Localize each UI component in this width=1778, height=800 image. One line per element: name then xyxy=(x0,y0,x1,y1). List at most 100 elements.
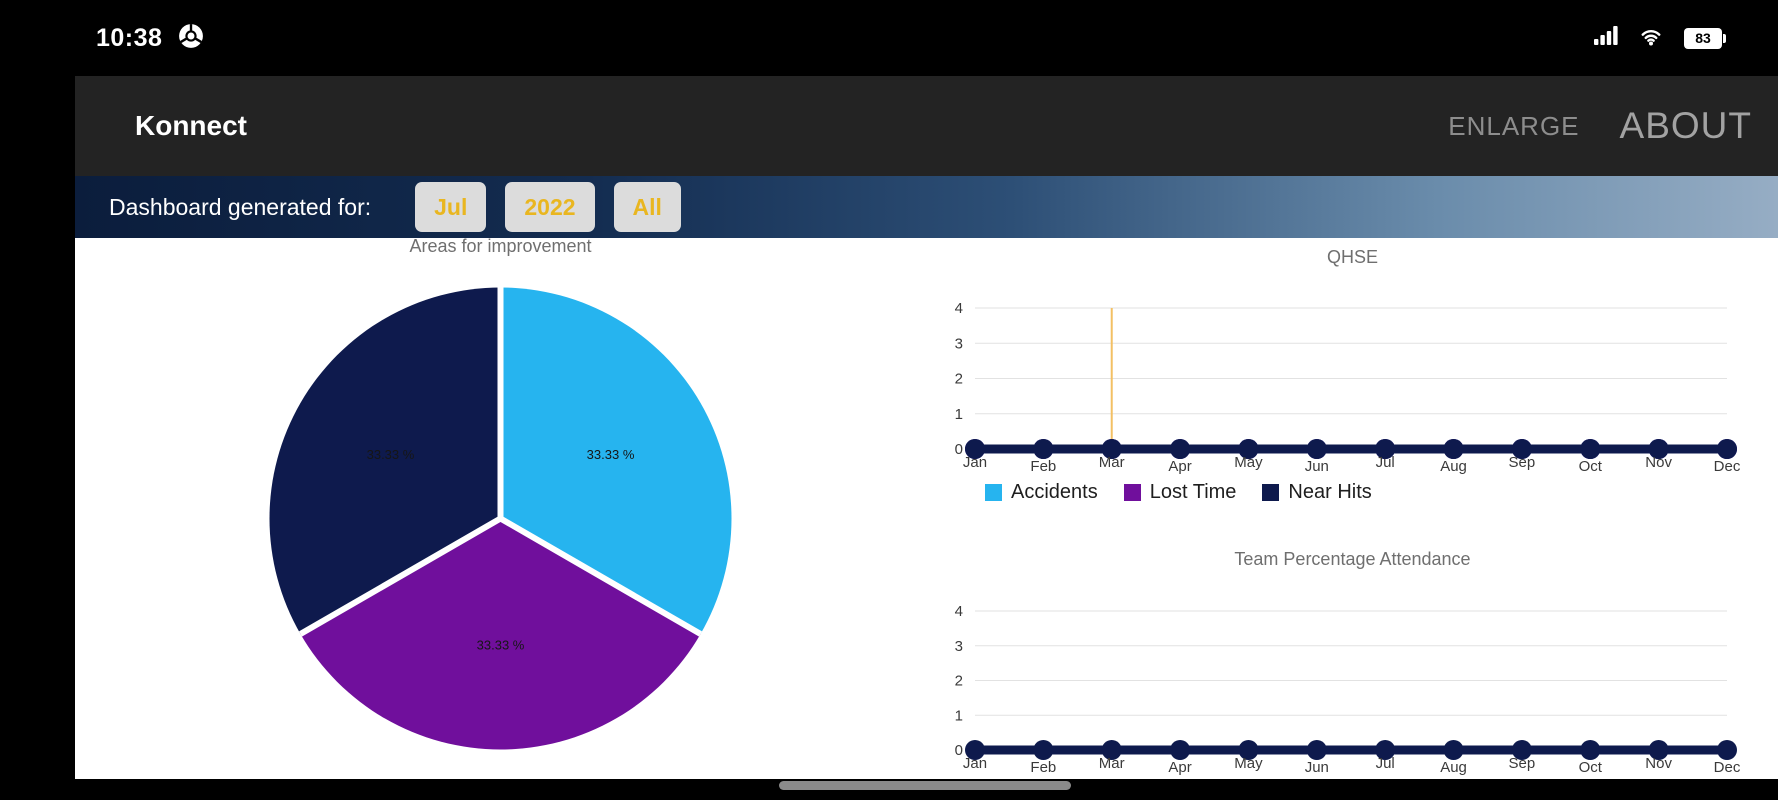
legend-label: Lost Time xyxy=(1149,481,1237,503)
data-point xyxy=(965,740,985,760)
gesture-pill[interactable] xyxy=(779,781,1071,790)
x-tick-label: Jan xyxy=(963,755,987,772)
about-button[interactable]: ABOUT xyxy=(1619,105,1752,146)
y-tick-label: 1 xyxy=(955,406,963,423)
data-point xyxy=(1375,439,1396,459)
battery-percent: 83 xyxy=(1684,27,1722,49)
x-tick-label: Nov xyxy=(1645,755,1672,772)
data-point xyxy=(1511,740,1532,760)
filter-label: Dashboard generated for: xyxy=(109,193,372,220)
legend-item: Lost Time xyxy=(1123,481,1237,504)
x-tick-label: Jan xyxy=(963,454,987,471)
data-point xyxy=(1580,439,1601,459)
y-tick-label: 3 xyxy=(955,335,963,352)
x-tick-label: Sep xyxy=(1509,454,1536,471)
x-tick-label: Oct xyxy=(1579,759,1603,776)
x-tick-label: Oct xyxy=(1579,458,1603,475)
data-point xyxy=(1101,439,1122,459)
x-tick-label: Sep xyxy=(1509,755,1536,772)
battery-nub xyxy=(1723,33,1726,43)
enlarge-button[interactable]: ENLARGE xyxy=(1448,110,1580,141)
legend-swatch xyxy=(1123,484,1141,501)
data-point xyxy=(1443,439,1464,459)
camera-inset xyxy=(0,0,75,800)
pie-slice xyxy=(500,287,732,634)
data-point xyxy=(1170,740,1191,760)
navigation-bar xyxy=(0,779,1778,800)
x-tick-label: Jun xyxy=(1305,458,1329,475)
data-point xyxy=(1717,439,1737,459)
data-point xyxy=(965,439,985,459)
x-tick-label: Jul xyxy=(1376,755,1395,772)
legend-item: Accidents xyxy=(985,481,1098,504)
data-point xyxy=(1170,439,1191,459)
y-tick-label: 0 xyxy=(955,441,963,458)
legend-swatch xyxy=(1262,484,1280,501)
pie-slice-divider xyxy=(499,515,703,637)
x-tick-label: Feb xyxy=(1030,759,1056,776)
signal-icon xyxy=(1594,26,1618,50)
filter-chip-all[interactable]: All xyxy=(613,182,681,232)
data-point xyxy=(1238,740,1259,760)
x-tick-label: May xyxy=(1234,755,1263,772)
data-point xyxy=(1306,439,1327,459)
legend-label: Accidents xyxy=(1011,481,1098,503)
y-tick-label: 0 xyxy=(955,742,963,759)
data-point xyxy=(1580,740,1601,760)
x-tick-label: Jul xyxy=(1376,454,1395,471)
wifi-icon xyxy=(1638,26,1664,51)
app-title: Konnect xyxy=(135,110,247,141)
legend-swatch xyxy=(985,484,1002,501)
x-tick-label: Dec xyxy=(1714,759,1741,776)
data-point xyxy=(1101,740,1122,760)
x-tick-label: Jun xyxy=(1305,759,1329,776)
data-point xyxy=(1033,740,1054,760)
status-bar-left: 10:38 xyxy=(96,23,204,54)
pie-slice-label: 33.33 % xyxy=(587,447,635,462)
legend-label: Near Hits xyxy=(1288,481,1372,503)
y-tick-label: 3 xyxy=(955,638,963,655)
filter-chip-year[interactable]: 2022 xyxy=(505,182,595,232)
status-bar-right: 83 xyxy=(1594,26,1726,51)
app-bar-actions: ENLARGE ABOUT xyxy=(1448,105,1752,147)
x-tick-label: Dec xyxy=(1714,458,1741,475)
data-point xyxy=(1306,740,1327,760)
app-bar: Konnect ENLARGE ABOUT xyxy=(75,76,1778,176)
chrome-notification-icon xyxy=(178,23,204,54)
x-tick-label: May xyxy=(1234,454,1263,471)
data-point xyxy=(1238,439,1259,459)
data-point xyxy=(1648,740,1669,760)
x-tick-label: Aug xyxy=(1440,759,1467,776)
filter-bar: Dashboard generated for: Jul 2022 All xyxy=(75,176,1778,238)
x-tick-label: Apr xyxy=(1168,458,1191,475)
x-tick-label: Aug xyxy=(1440,458,1467,475)
status-bar: 10:38 xyxy=(0,0,1778,76)
pie-slice-label: 33.33 % xyxy=(367,447,415,462)
y-tick-label: 2 xyxy=(955,371,963,388)
clock: 10:38 xyxy=(96,23,163,52)
y-tick-label: 4 xyxy=(955,603,963,620)
x-tick-label: Apr xyxy=(1168,759,1191,776)
qhse-chart-title: QHSE xyxy=(1326,247,1378,267)
data-point xyxy=(1648,439,1669,459)
x-tick-label: Feb xyxy=(1030,458,1056,475)
pie-slice-label: 33.33 % xyxy=(477,638,525,653)
pie-slice xyxy=(269,287,501,634)
data-point xyxy=(1033,439,1054,459)
filter-chip-month[interactable]: Jul xyxy=(415,182,487,232)
y-tick-label: 2 xyxy=(955,673,963,690)
y-tick-label: 4 xyxy=(955,300,963,317)
pie-slice-divider xyxy=(298,515,502,637)
y-tick-label: 1 xyxy=(955,707,963,724)
pie-chart: 33.33 % 33.33 % 33.33 % xyxy=(269,287,732,750)
data-point xyxy=(1443,740,1464,760)
x-tick-label: Nov xyxy=(1645,454,1672,471)
data-point xyxy=(1375,740,1396,760)
x-tick-label: Mar xyxy=(1099,755,1125,772)
data-point xyxy=(1511,439,1532,459)
battery-icon: 83 xyxy=(1684,27,1726,49)
x-tick-label: Mar xyxy=(1099,454,1125,471)
